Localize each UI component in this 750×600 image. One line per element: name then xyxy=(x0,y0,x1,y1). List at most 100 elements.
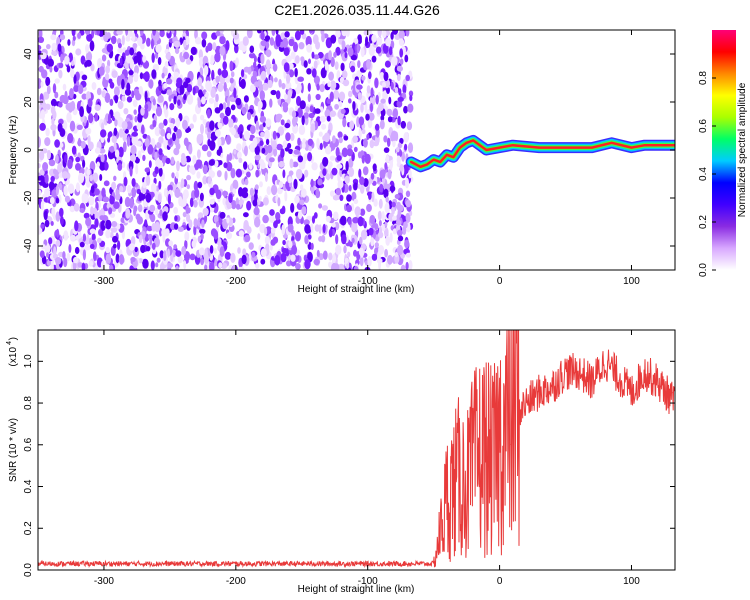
noise-blob xyxy=(350,65,356,73)
noise-blob xyxy=(152,64,160,71)
noise-blob xyxy=(165,52,171,60)
noise-blob xyxy=(386,137,391,147)
noise-blob xyxy=(66,112,72,123)
noise-blob xyxy=(334,61,339,70)
noise-blob xyxy=(287,142,292,149)
noise-blob xyxy=(173,125,178,133)
noise-blob xyxy=(346,148,354,157)
noise-blob xyxy=(262,82,269,91)
noise-blob xyxy=(44,137,51,147)
noise-blob xyxy=(104,92,111,104)
noise-blob xyxy=(204,264,208,270)
noise-blob xyxy=(293,178,298,190)
noise-blob xyxy=(102,196,110,203)
noise-blob xyxy=(142,154,146,162)
noise-blob xyxy=(297,155,304,163)
noise-blob xyxy=(55,197,60,204)
noise-blob xyxy=(182,211,187,218)
noise-blob xyxy=(44,173,49,184)
noise-blob xyxy=(313,54,320,60)
noise-blob xyxy=(84,193,89,204)
noise-blob xyxy=(173,40,180,48)
noise-blob xyxy=(119,57,123,66)
noise-blob xyxy=(202,119,207,125)
noise-blob xyxy=(253,55,257,63)
noise-blob xyxy=(60,215,64,226)
noise-blob xyxy=(215,221,220,228)
noise-blob xyxy=(246,30,253,39)
noise-blob xyxy=(62,83,67,91)
noise-blob xyxy=(366,203,372,213)
noise-blob xyxy=(64,195,71,203)
noise-blob xyxy=(241,254,247,265)
noise-blob xyxy=(299,100,306,110)
noise-blob xyxy=(51,42,57,52)
noise-blob xyxy=(69,88,74,99)
noise-blob xyxy=(259,124,264,132)
noise-blob xyxy=(160,128,166,137)
svg-text:(x10: (x10 xyxy=(8,347,19,367)
noise-blob xyxy=(396,73,401,82)
noise-blob xyxy=(254,154,261,161)
noise-blob xyxy=(69,205,76,213)
noise-blob xyxy=(276,143,283,151)
noise-blob xyxy=(335,244,342,255)
noise-blob xyxy=(141,124,145,135)
noise-blob xyxy=(383,147,390,154)
noise-blob xyxy=(213,247,217,254)
noise-blob xyxy=(108,207,113,215)
noise-blob xyxy=(356,116,360,128)
noise-blob xyxy=(117,100,124,110)
noise-blob xyxy=(237,127,241,135)
noise-blob xyxy=(67,39,71,46)
noise-blob xyxy=(130,145,137,155)
noise-blob xyxy=(55,211,61,222)
noise-blob xyxy=(360,47,365,58)
noise-blob xyxy=(136,122,143,131)
noise-blob xyxy=(345,160,349,172)
noise-blob xyxy=(276,113,283,120)
noise-blob xyxy=(174,215,178,222)
noise-blob xyxy=(142,259,149,269)
noise-blob xyxy=(391,206,395,215)
noise-blob xyxy=(405,190,411,198)
noise-blob xyxy=(330,56,335,68)
noise-blob xyxy=(360,184,365,194)
noise-blob xyxy=(155,207,159,216)
noise-blob xyxy=(75,235,80,241)
noise-blob xyxy=(235,97,242,106)
noise-blob xyxy=(122,141,127,153)
noise-blob xyxy=(193,218,198,228)
noise-blob xyxy=(311,215,316,224)
noise-blob xyxy=(310,242,314,250)
noise-blob xyxy=(79,241,85,248)
noise-blob xyxy=(237,266,245,270)
noise-blob xyxy=(110,227,118,233)
noise-blob xyxy=(345,263,350,270)
noise-blob xyxy=(151,182,157,194)
noise-blob xyxy=(71,60,75,67)
noise-blob xyxy=(128,243,135,251)
noise-blob xyxy=(262,214,269,224)
noise-blob xyxy=(83,212,90,219)
noise-blob xyxy=(152,30,156,36)
noise-blob xyxy=(173,207,179,214)
noise-blob xyxy=(88,237,93,245)
noise-blob xyxy=(39,250,45,258)
noise-blob xyxy=(358,116,365,126)
noise-blob xyxy=(349,120,355,130)
noise-blob xyxy=(93,251,97,262)
noise-blob xyxy=(133,207,137,217)
noise-blob xyxy=(140,244,146,254)
noise-blob xyxy=(377,30,382,37)
noise-blob xyxy=(99,174,103,181)
noise-blob xyxy=(134,65,139,75)
noise-blob xyxy=(265,59,271,70)
noise-blob xyxy=(248,242,254,250)
noise-blob xyxy=(101,122,105,131)
noise-blob xyxy=(408,90,414,97)
noise-blob xyxy=(90,206,94,216)
noise-blob xyxy=(201,38,207,48)
noise-blob xyxy=(335,147,340,158)
x-tick-label: -100 xyxy=(358,276,378,287)
